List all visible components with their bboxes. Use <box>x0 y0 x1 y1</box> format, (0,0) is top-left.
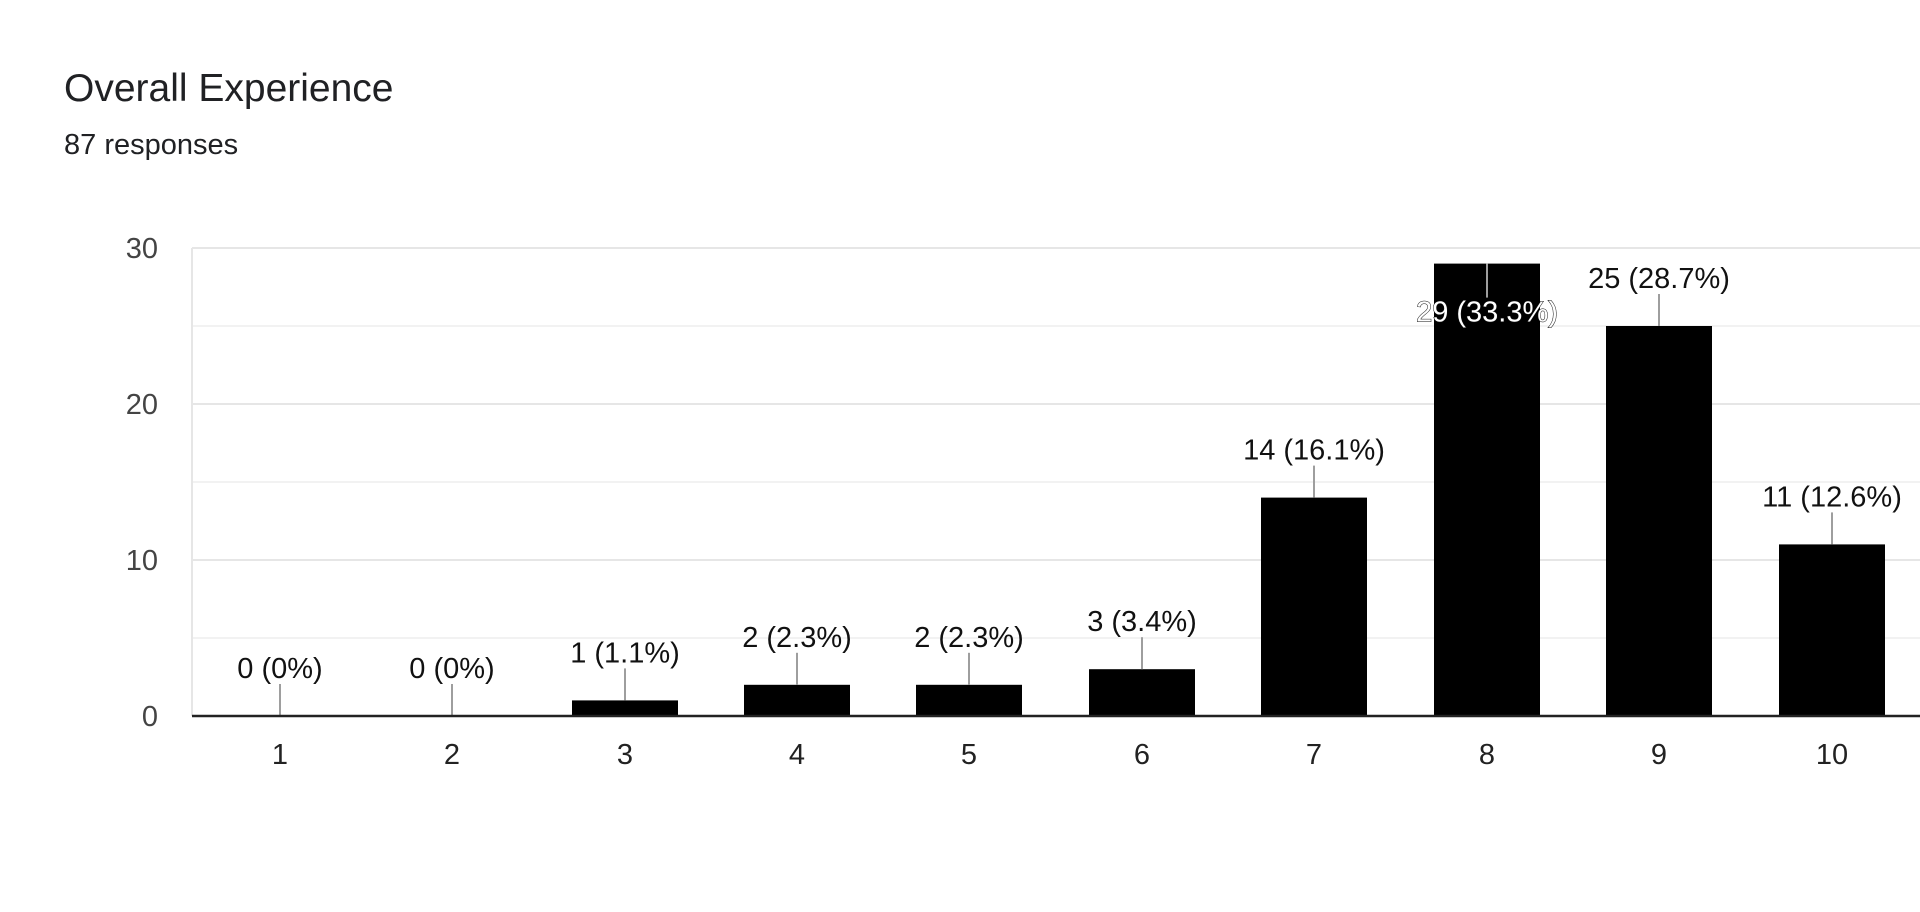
data-label: 11 (12.6%) <box>1762 481 1902 513</box>
data-label: 1 (1.1%) <box>570 637 680 669</box>
bar <box>572 700 678 716</box>
x-tick-label: 4 <box>789 739 805 771</box>
x-tick-label: 8 <box>1479 739 1495 771</box>
bar <box>1434 263 1540 716</box>
data-label: 2 (2.3%) <box>914 622 1024 654</box>
data-label: 0 (0%) <box>409 653 494 685</box>
data-label: 2 (2.3%) <box>742 622 852 654</box>
x-tick-label: 10 <box>1816 739 1848 771</box>
data-label: 14 (16.1%) <box>1243 435 1385 467</box>
x-tick-label: 5 <box>961 739 977 771</box>
x-tick-label: 1 <box>272 739 288 771</box>
bar <box>1606 326 1712 716</box>
bar <box>1779 544 1885 716</box>
data-label: 25 (28.7%) <box>1588 263 1730 295</box>
data-label: 3 (3.4%) <box>1087 606 1197 638</box>
bar <box>916 684 1022 716</box>
response-count: 87 responses <box>64 129 239 161</box>
y-tick-label: 20 <box>126 389 158 421</box>
x-tick-label: 3 <box>617 739 633 771</box>
x-tick-label: 2 <box>444 739 460 771</box>
x-tick-label: 7 <box>1306 739 1322 771</box>
data-label: 0 (0%) <box>237 653 322 685</box>
bar <box>1089 669 1195 716</box>
bar <box>1261 497 1367 716</box>
chart-title: Overall Experience <box>64 67 394 110</box>
x-tick-label: 9 <box>1651 739 1667 771</box>
bar <box>744 684 850 716</box>
x-tick-label: 6 <box>1134 739 1150 771</box>
y-tick-label: 0 <box>142 701 158 733</box>
data-label: 29 (33.3%) <box>1416 297 1558 329</box>
y-tick-label: 10 <box>126 545 158 577</box>
y-tick-label: 30 <box>126 233 158 265</box>
